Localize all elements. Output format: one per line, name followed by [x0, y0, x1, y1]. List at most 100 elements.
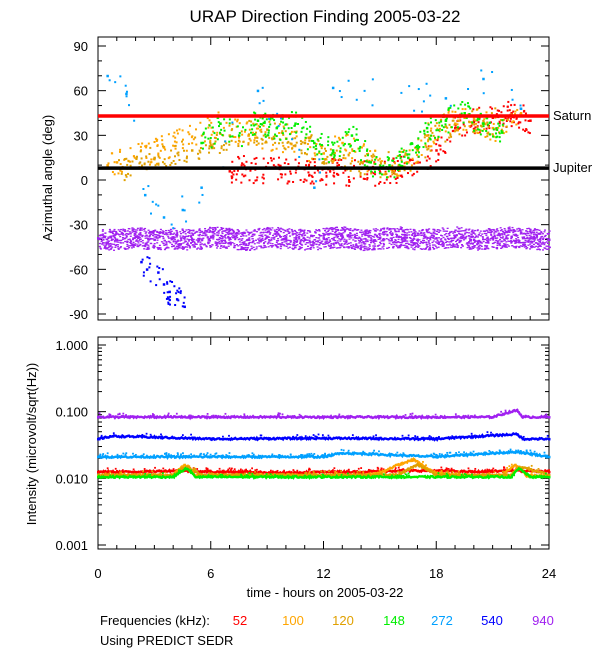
azimuth-data-point — [281, 151, 284, 154]
azimuth-data-point — [504, 243, 507, 246]
azimuth-data-point — [302, 237, 305, 239]
azimuth-data-point — [151, 200, 154, 203]
azimuth-data-point — [371, 175, 374, 178]
azimuth-data-point — [247, 133, 250, 136]
azimuth-data-point — [488, 127, 491, 130]
azimuth-data-point — [192, 138, 195, 141]
intensity-data-point — [517, 449, 520, 452]
azimuth-data-point — [424, 248, 427, 250]
azimuth-data-point — [261, 138, 264, 141]
azimuth-data-point — [153, 236, 156, 238]
azimuth-data-point — [491, 229, 494, 231]
azimuth-data-point — [486, 230, 489, 232]
azimuth-data-point — [204, 127, 207, 130]
azimuth-data-point — [254, 131, 257, 134]
azimuth-data-point — [510, 237, 513, 240]
intensity-data-point — [140, 455, 142, 458]
azimuth-data-point — [504, 237, 507, 240]
intensity-data-point — [383, 470, 386, 473]
azimuth-data-point — [514, 239, 517, 242]
azimuth-data-point — [294, 230, 297, 233]
azimuth-data-point — [527, 119, 530, 122]
azimuth-data-point — [156, 239, 159, 241]
azimuth-data-point — [468, 246, 471, 249]
azimuth-data-point — [491, 236, 494, 238]
azimuth-data-point — [285, 242, 288, 244]
intensity-data-point — [283, 469, 285, 472]
azimuth-data-point — [200, 141, 203, 145]
azimuth-data-point — [158, 267, 161, 270]
intensity-data-point — [427, 469, 430, 471]
intensity-data-point — [194, 467, 197, 470]
azimuth-data-point — [329, 228, 332, 230]
azimuth-data-point — [158, 236, 161, 238]
azimuth-plot-frame — [97, 36, 550, 321]
azimuth-data-point — [533, 228, 536, 230]
azimuth-data-point — [101, 230, 104, 232]
azimuth-data-point — [137, 233, 140, 235]
azimuth-data-point — [147, 229, 150, 231]
azimuth-data-point — [498, 124, 501, 127]
azimuth-data-point — [273, 233, 276, 235]
azimuth-data-point — [379, 242, 382, 245]
azimuth-data-point — [516, 108, 519, 111]
azimuth-data-point — [296, 239, 299, 241]
intensity-data-point — [294, 437, 297, 440]
azimuth-data-point — [545, 245, 548, 247]
azimuth-data-point — [115, 238, 119, 242]
azimuth-data-point — [327, 161, 330, 164]
azimuth-data-point — [108, 231, 111, 233]
azimuth-data-point — [373, 248, 376, 251]
azimuth-data-point — [468, 248, 471, 250]
azimuth-data-point — [361, 235, 364, 237]
azimuth-data-point — [398, 246, 401, 249]
intensity-data-point — [243, 413, 246, 416]
azimuth-data-point — [434, 138, 437, 141]
azimuth-data-point — [447, 238, 450, 241]
azimuth-data-point — [142, 242, 145, 244]
azimuth-data-point — [355, 246, 358, 248]
azimuth-data-point — [221, 231, 224, 233]
azimuth-data-point — [286, 182, 289, 185]
intensity-data-point — [380, 467, 383, 470]
azimuth-data-point — [302, 241, 305, 243]
azimuth-data-point — [277, 238, 280, 240]
azimuth-data-point — [288, 232, 291, 235]
azimuth-data-point — [208, 147, 211, 150]
azimuth-data-point — [124, 174, 127, 177]
azimuth-data-point — [440, 118, 443, 121]
azimuth-data-point — [425, 229, 428, 232]
azimuth-data-point — [422, 146, 425, 149]
azimuth-data-point — [403, 231, 406, 234]
azimuth-data-point — [244, 128, 247, 131]
azimuth-data-point — [453, 237, 456, 240]
azimuth-data-point — [391, 238, 394, 240]
azimuth-data-point — [479, 230, 482, 232]
azimuth-data-point — [106, 164, 109, 167]
azimuth-data-point — [485, 234, 488, 236]
azimuth-data-point — [532, 237, 535, 239]
intensity-data-point — [177, 453, 179, 456]
azimuth-data-point — [525, 247, 528, 250]
azimuth-data-point — [292, 241, 295, 243]
azimuth-data-point — [273, 119, 276, 122]
intensity-data-point — [354, 471, 356, 474]
azimuth-data-point — [521, 236, 524, 238]
azimuth-data-point — [383, 162, 386, 165]
azimuth-data-point — [245, 243, 248, 245]
azimuth-data-point — [393, 243, 396, 245]
azimuth-data-point — [413, 238, 416, 240]
intensity-data-point — [209, 470, 213, 474]
azimuth-data-point — [154, 164, 157, 167]
azimuth-data-point — [248, 137, 251, 140]
azimuth-data-point — [271, 237, 274, 239]
azimuth-data-point — [160, 231, 163, 234]
azimuth-data-point — [353, 159, 356, 162]
azimuth-data-point — [391, 164, 394, 167]
frequency-legend-100: 100 — [282, 613, 304, 628]
azimuth-data-point — [301, 244, 304, 246]
azimuth-data-point — [204, 235, 207, 237]
azimuth-data-point — [312, 243, 315, 245]
azimuth-data-point — [199, 146, 202, 149]
azimuth-data-point — [534, 237, 537, 239]
